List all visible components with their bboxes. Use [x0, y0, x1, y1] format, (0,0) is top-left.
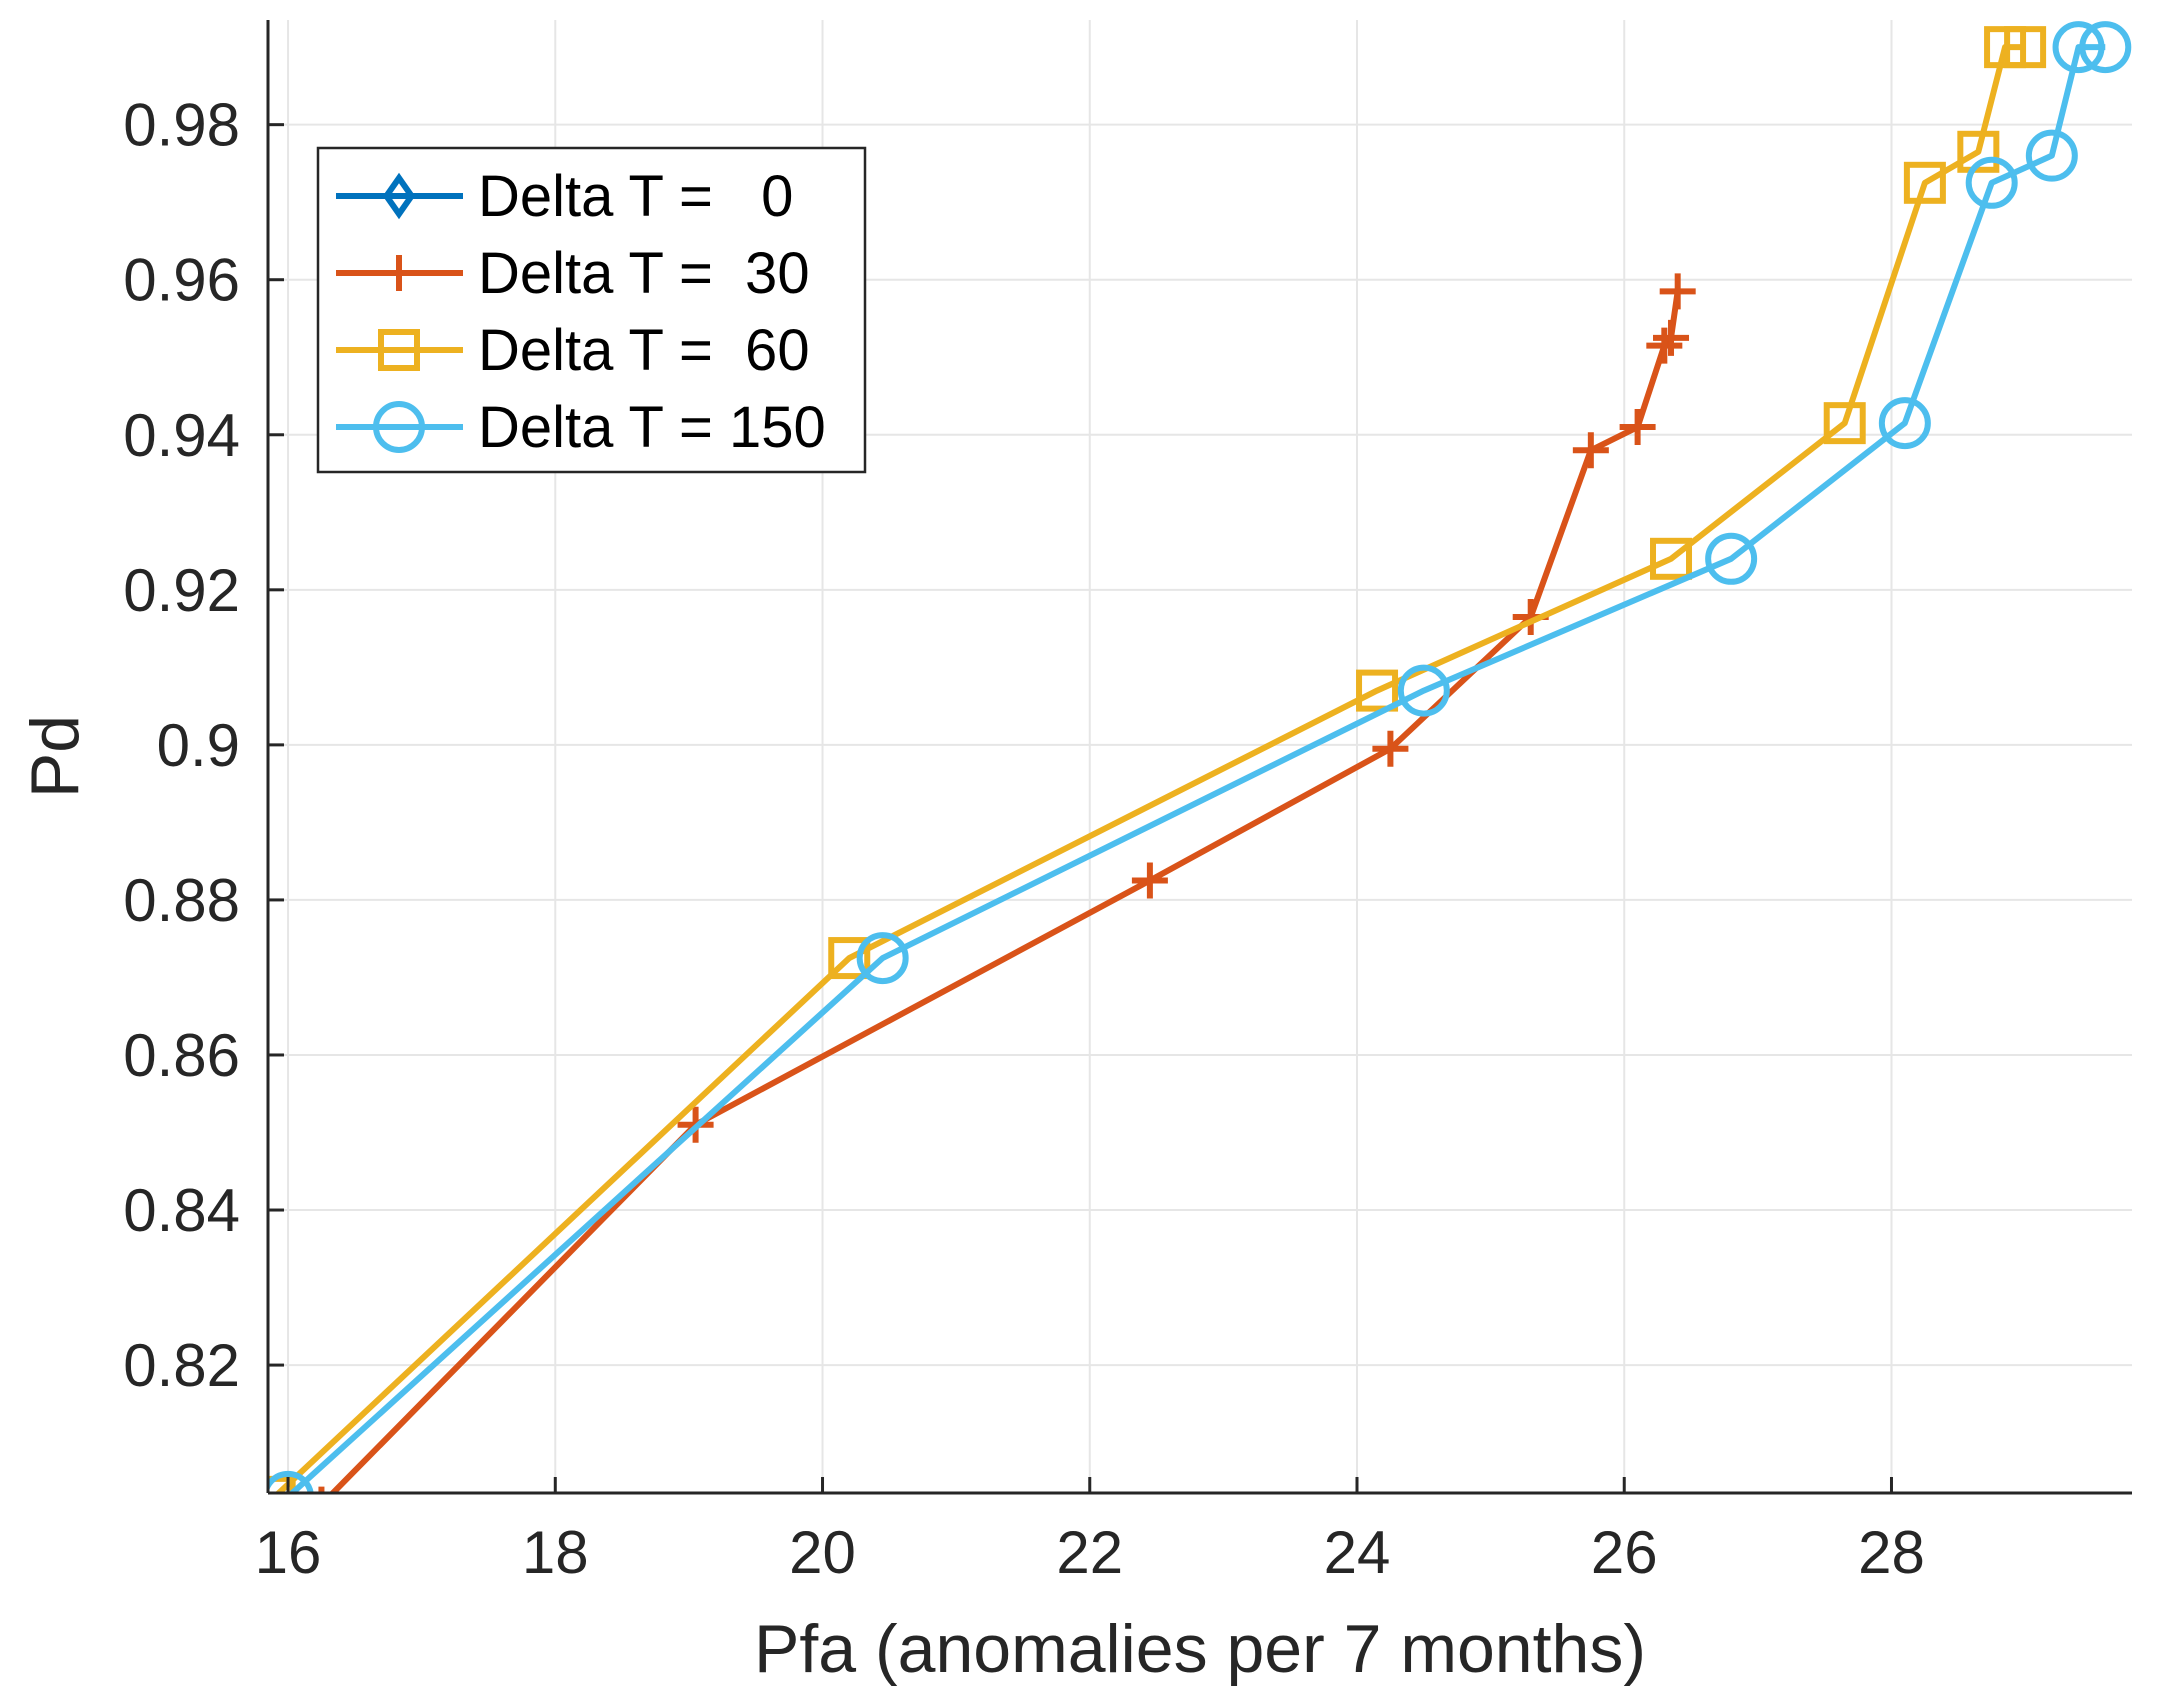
legend-entry: Delta T = 30	[336, 241, 810, 306]
legend-label: Delta T = 60	[478, 318, 810, 383]
circle-marker	[2025, 129, 2078, 182]
x-tick-label: 26	[1591, 1519, 1658, 1586]
plus-marker	[1572, 432, 1609, 469]
legend-entry: Delta T = 60	[336, 318, 810, 383]
y-tick-label: 0.94	[123, 402, 240, 469]
square-marker	[1356, 669, 1399, 712]
x-tick-label: 22	[1056, 1519, 1123, 1586]
square-marker	[1903, 161, 1946, 204]
circle-marker	[268, 1470, 314, 1493]
plus-marker	[1653, 319, 1690, 356]
square-marker	[378, 329, 420, 371]
x-axis-label: Pfa (anomalies per 7 months)	[754, 1611, 1646, 1687]
y-tick-label: 0.84	[123, 1177, 240, 1244]
plus-marker	[381, 255, 417, 291]
circle-marker	[1397, 664, 1450, 717]
series-1	[318, 273, 1696, 1493]
y-tick-label: 0.86	[123, 1022, 240, 1089]
circle-marker	[1705, 532, 1758, 585]
diamond-marker	[382, 172, 416, 220]
x-tick-label: 18	[522, 1519, 589, 1586]
series-3	[268, 21, 2132, 1493]
plus-marker	[1659, 273, 1696, 310]
y-tick-label: 0.82	[123, 1332, 240, 1399]
grid	[268, 20, 2132, 1493]
x-tick-label: 20	[789, 1519, 856, 1586]
x-tick-label: 16	[255, 1519, 322, 1586]
y-tick-label: 0.96	[123, 247, 240, 314]
legend-label: Delta T = 30	[478, 241, 810, 306]
legend-entries: Delta T = 0 Delta T = 30 Delta T = 60 Delta…	[336, 164, 826, 460]
legend-entry: Delta T = 150	[336, 395, 826, 460]
y-tick-label: 0.98	[123, 92, 240, 159]
legend-label: Delta T = 0	[478, 164, 793, 229]
plus-marker	[1372, 730, 1409, 767]
square-marker	[828, 937, 871, 980]
ticks: 16 18 20 22 24 26 28 0.82 0.84 0.86 0.88 0.9 0.92 0.9…	[123, 20, 2132, 1586]
circle-marker	[1878, 397, 1931, 450]
plus-marker	[1131, 862, 1168, 899]
square-marker	[2004, 26, 2047, 69]
circle-marker	[2079, 21, 2132, 74]
circle-marker	[373, 401, 425, 453]
series-line	[328, 290, 1681, 1493]
x-tick-label: 24	[1324, 1519, 1391, 1586]
y-axis-label: Pd	[17, 715, 93, 798]
circle-marker	[1965, 156, 2018, 209]
x-tick-label: 28	[1858, 1519, 1925, 1586]
square-marker	[1650, 537, 1693, 580]
y-tick-label: 0.9	[157, 712, 240, 779]
plus-marker	[1619, 409, 1656, 446]
square-marker	[1957, 130, 2000, 173]
y-tick-label: 0.92	[123, 557, 240, 624]
circle-marker	[856, 932, 909, 985]
series-layer	[268, 21, 2132, 1493]
circle-marker	[2052, 21, 2105, 74]
legend-entry: Delta T = 0	[336, 164, 793, 229]
series-line	[274, 44, 2026, 1493]
legend-label: Delta T = 150	[478, 395, 826, 460]
y-tick-label: 0.88	[123, 867, 240, 934]
plus-marker	[1646, 327, 1683, 364]
square-marker	[1823, 402, 1866, 445]
series-line	[287, 44, 2106, 1493]
legend: Delta T = 0 Delta T = 30 Delta T = 60 Delta…	[316, 146, 867, 474]
